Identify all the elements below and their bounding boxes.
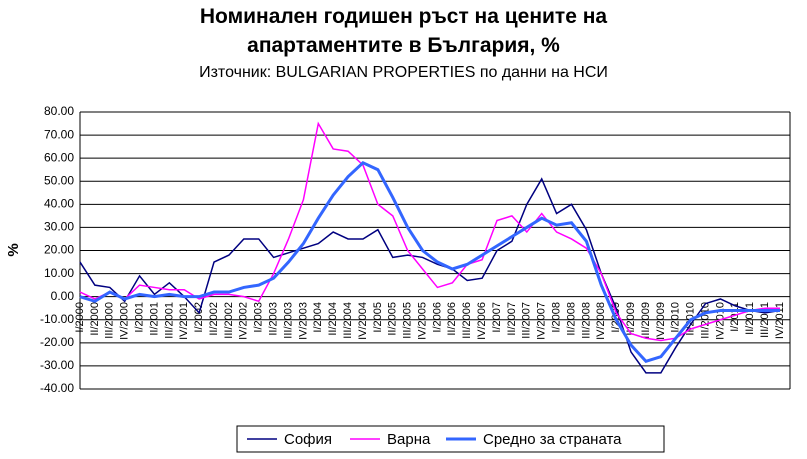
chart-subtitle: Източник: BULGARIAN PROPERTIES по данни …: [199, 64, 608, 81]
y-tick-label: 80.00: [44, 104, 74, 118]
x-tick-label: II/2009: [625, 302, 637, 336]
x-tick-label: III/2002: [223, 302, 235, 339]
x-tick-label: II/2005: [387, 302, 399, 336]
x-tick-label: IV/2004: [357, 302, 369, 340]
legend-label: София: [284, 431, 332, 448]
x-tick-label: III/2006: [461, 302, 473, 339]
x-tick-label: III/2000: [104, 302, 116, 339]
x-tick-label: I/2003: [253, 302, 265, 333]
x-tick-label: I/2005: [372, 302, 384, 333]
y-tick-label: -20.00: [40, 335, 74, 349]
y-tick-label: 10.00: [44, 266, 74, 280]
x-tick-label: I/2004: [312, 302, 324, 333]
x-tick-label: I/2002: [193, 302, 205, 333]
x-tick-label: III/2001: [163, 302, 175, 339]
y-axis-label: %: [5, 243, 22, 256]
x-tick-label: II/2003: [268, 302, 280, 336]
chart-title: Номинален годишен ръст на цените на апар…: [199, 5, 608, 57]
x-tick-label: III/2008: [580, 302, 592, 339]
y-tick-label: 0.00: [51, 289, 75, 303]
x-tick-label: III/2005: [402, 302, 414, 339]
x-tick-label: III/2010: [699, 302, 711, 339]
y-tick-label: 30.00: [44, 220, 74, 234]
x-tick-label: IV/2003: [297, 302, 309, 340]
x-tick-label: I/2000: [74, 302, 86, 333]
x-tick-label: II/2002: [208, 302, 220, 336]
x-tick-label: II/2001: [148, 302, 160, 336]
y-tick-label: 40.00: [44, 197, 74, 211]
x-tick-label: II/2000: [89, 302, 101, 336]
x-tick-label: II/2008: [565, 302, 577, 336]
y-tick-label: 60.00: [44, 150, 74, 164]
y-tick-label: 70.00: [44, 127, 74, 141]
x-tick-label: I/2008: [551, 302, 563, 333]
x-tick-label: I/2010: [670, 302, 682, 333]
x-tick-label: IV/2002: [238, 302, 250, 340]
x-tick-label: I/2006: [431, 302, 443, 333]
y-tick-label: -30.00: [40, 358, 74, 372]
x-tick-label: IV/2000: [119, 302, 131, 340]
x-tick-label: III/2004: [342, 302, 354, 339]
x-tick-label: II/2006: [446, 302, 458, 336]
x-tick-label: III/2003: [282, 302, 294, 339]
x-tick-label: III/2009: [640, 302, 652, 339]
y-tick-label: 20.00: [44, 243, 74, 257]
x-tick-label: II/2004: [327, 302, 339, 336]
x-tick-label: IV/2009: [655, 302, 667, 340]
x-tick-label: II/2011: [744, 302, 756, 335]
y-tick-label: -10.00: [40, 312, 74, 326]
series-line: [79, 177, 781, 374]
legend-label: Варна: [387, 431, 431, 448]
x-tick-label: IV/2001: [178, 302, 190, 340]
x-tick-label: IV/2006: [476, 302, 488, 340]
x-tick-label: II/2007: [506, 302, 518, 336]
series-line: [79, 160, 780, 364]
x-tick-label: IV/2008: [595, 302, 607, 340]
y-tick-label: 50.00: [44, 173, 74, 187]
x-tick-label: I/2001: [133, 302, 145, 333]
y-tick-label: -40.00: [40, 381, 74, 395]
x-tick-label: I/2007: [491, 302, 503, 333]
x-tick-label: III/2007: [521, 302, 533, 339]
x-tick-label: IV/2007: [536, 302, 548, 340]
legend-label: Средно за страната: [483, 431, 622, 448]
x-tick-label: III/2011: [759, 302, 771, 338]
x-tick-label: IV/2005: [416, 302, 428, 340]
